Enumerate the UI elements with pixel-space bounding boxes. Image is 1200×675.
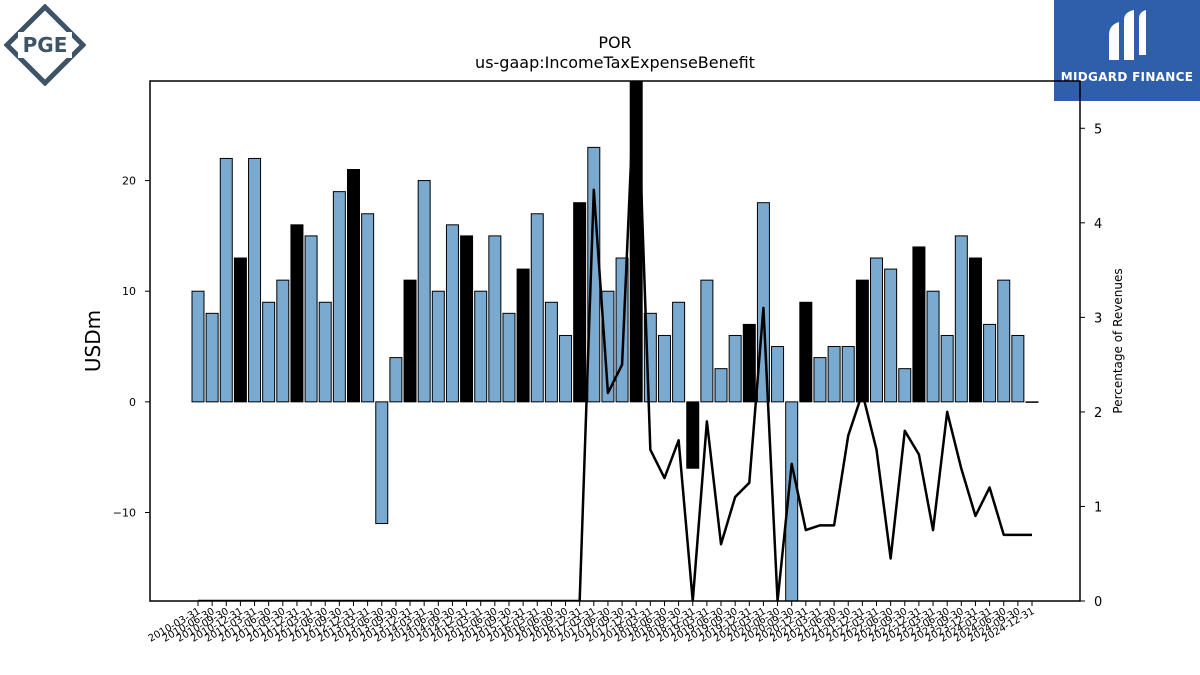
bar bbox=[799, 301, 813, 403]
bar bbox=[262, 301, 276, 403]
y2-tick-label: 1 bbox=[1094, 500, 1102, 515]
y-axis-label: USDm bbox=[81, 310, 105, 372]
bar bbox=[954, 235, 968, 403]
bar bbox=[926, 290, 940, 403]
bar bbox=[474, 290, 488, 403]
left-y-axis: −10 0 10 20 bbox=[113, 175, 150, 519]
bar bbox=[771, 346, 785, 403]
bar bbox=[318, 301, 332, 403]
bar bbox=[573, 202, 587, 403]
midgard-finance-logo-text: MIDGARD FINANCE bbox=[1060, 70, 1194, 84]
y2-tick-label: 4 bbox=[1094, 217, 1102, 232]
chart-subtitle: us-gaap:IncomeTaxExpenseBenefit bbox=[475, 53, 755, 72]
bar bbox=[841, 346, 855, 403]
bar bbox=[813, 357, 827, 403]
plot-frame bbox=[149, 80, 1081, 602]
bar bbox=[983, 323, 997, 403]
bar bbox=[304, 235, 318, 403]
bar-series bbox=[191, 81, 1039, 601]
bar bbox=[488, 235, 502, 403]
bar bbox=[968, 257, 982, 403]
bar bbox=[1025, 401, 1039, 403]
bar bbox=[205, 312, 219, 403]
y2-tick-label: 0 bbox=[1094, 595, 1102, 610]
bar bbox=[1011, 334, 1025, 403]
pge-logo: PGE bbox=[3, 3, 87, 87]
bar bbox=[516, 268, 530, 403]
bar bbox=[827, 346, 841, 403]
bar bbox=[445, 224, 459, 403]
bar bbox=[502, 312, 516, 403]
bar bbox=[884, 268, 898, 403]
x-axis: 2010-03-312010-06-302010-09-302010-12-31… bbox=[147, 601, 1037, 645]
y2-tick-label: 3 bbox=[1094, 311, 1102, 326]
bar bbox=[686, 401, 700, 469]
bar bbox=[219, 157, 233, 403]
bar bbox=[855, 279, 869, 403]
y-tick-label: 20 bbox=[122, 175, 136, 188]
bar bbox=[375, 401, 389, 525]
y-tick-label: 10 bbox=[122, 285, 136, 298]
chart-title: POR bbox=[598, 33, 631, 52]
y-tick-label: 0 bbox=[129, 396, 136, 409]
bar bbox=[290, 224, 304, 403]
bar bbox=[233, 257, 247, 403]
bar bbox=[332, 191, 346, 403]
bar bbox=[587, 146, 601, 403]
bar bbox=[460, 235, 474, 403]
bar bbox=[912, 246, 926, 403]
bar bbox=[530, 213, 544, 403]
y-tick-label: −10 bbox=[113, 506, 136, 519]
bar bbox=[898, 368, 912, 403]
y2-tick-label: 2 bbox=[1094, 406, 1102, 421]
bar bbox=[248, 157, 262, 403]
bar bbox=[346, 169, 360, 403]
bar bbox=[544, 301, 558, 403]
bar bbox=[389, 357, 403, 403]
line-series bbox=[198, 81, 1032, 601]
bar bbox=[714, 368, 728, 403]
bar bbox=[870, 257, 884, 403]
bar bbox=[417, 180, 431, 403]
bar bbox=[785, 401, 799, 601]
y2-tick-label: 5 bbox=[1094, 122, 1102, 137]
percentage-line bbox=[198, 81, 1032, 601]
bar bbox=[559, 334, 573, 403]
bar bbox=[672, 301, 686, 403]
right-y-axis-label: Percentage of Revenues bbox=[1111, 268, 1125, 413]
bar bbox=[940, 334, 954, 403]
bar bbox=[276, 279, 290, 403]
bar bbox=[657, 334, 671, 403]
midgard-finance-emblem bbox=[1109, 10, 1146, 60]
bar bbox=[700, 279, 714, 403]
bar bbox=[742, 323, 756, 403]
bar bbox=[997, 279, 1011, 403]
bar bbox=[601, 290, 615, 403]
bar bbox=[403, 279, 417, 403]
right-y-axis: 0 1 2 3 4 5 bbox=[1080, 122, 1102, 610]
bar bbox=[191, 290, 205, 403]
bar bbox=[728, 334, 742, 403]
pge-logo-text: PGE bbox=[23, 33, 68, 57]
bar bbox=[361, 213, 375, 403]
bar bbox=[431, 290, 445, 403]
midgard-finance-logo: MIDGARD FINANCE bbox=[1054, 0, 1200, 101]
